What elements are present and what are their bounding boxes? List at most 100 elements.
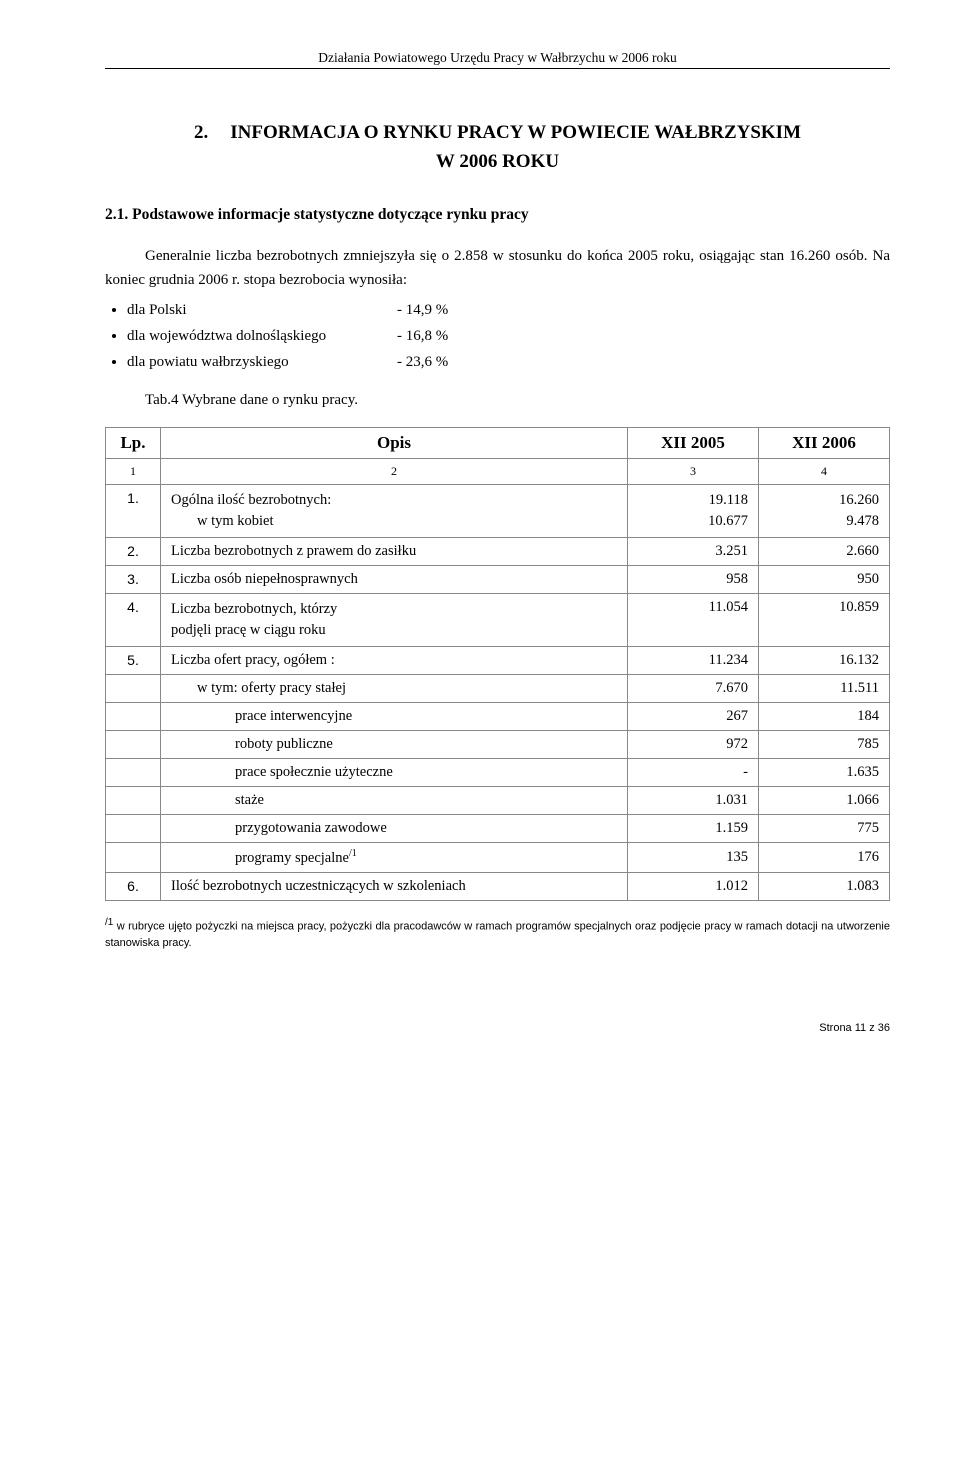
cell-text: Liczba bezrobotnych, którzy bbox=[171, 599, 617, 620]
cell-text: staże bbox=[171, 792, 617, 809]
cell-value: 785 bbox=[759, 731, 890, 759]
cell-text: 16.260 bbox=[769, 490, 879, 511]
cell-value: 267 bbox=[628, 703, 759, 731]
cell-text: prace interwencyjne bbox=[171, 708, 617, 725]
table-row: staże 1.031 1.066 bbox=[106, 787, 890, 815]
th-opis: Opis bbox=[161, 428, 628, 459]
cell-text: podjęli pracę w ciągu roku bbox=[171, 620, 617, 641]
stat-label: dla województwa dolnośląskiego bbox=[127, 324, 397, 348]
data-table: Lp. Opis XII 2005 XII 2006 1 2 3 4 1. Og… bbox=[105, 427, 890, 901]
cell-lp bbox=[106, 675, 161, 703]
cell-text: Ogólna ilość bezrobotnych: bbox=[171, 490, 617, 511]
cell-value: 1.012 bbox=[628, 872, 759, 900]
cell-value: 1.031 bbox=[628, 787, 759, 815]
stat-value: - 14,9 % bbox=[397, 298, 448, 322]
cell-lp: 6. bbox=[106, 872, 161, 900]
cell-desc: staże bbox=[161, 787, 628, 815]
stat-label: dla powiatu wałbrzyskiego bbox=[127, 350, 397, 374]
cell-value: 1.159 bbox=[628, 815, 759, 843]
cell-value: 10.859 bbox=[759, 594, 890, 647]
table-row: 3. Liczba osób niepełnosprawnych 958 950 bbox=[106, 566, 890, 594]
cell-value: 16.132 bbox=[759, 647, 890, 675]
cell-value: 11.511 bbox=[759, 675, 890, 703]
stat-value: - 23,6 % bbox=[397, 350, 448, 374]
table-row: roboty publiczne 972 785 bbox=[106, 731, 890, 759]
cell-lp bbox=[106, 787, 161, 815]
cell-value: 775 bbox=[759, 815, 890, 843]
cell-value: 1.635 bbox=[759, 759, 890, 787]
cell-lp: 5. bbox=[106, 647, 161, 675]
section-title-line1: INFORMACJA O RYNKU PRACY W POWIECIE WAŁB… bbox=[230, 122, 801, 143]
table-row: 6. Ilość bezrobotnych uczestniczących w … bbox=[106, 872, 890, 900]
cell-lp: 2. bbox=[106, 538, 161, 566]
intro-paragraph: Generalnie liczba bezrobotnych zmniejszy… bbox=[105, 244, 890, 292]
table-row: programy specjalne/1 135 176 bbox=[106, 843, 890, 873]
page-footer: Strona 11 z 36 bbox=[105, 1022, 890, 1034]
cell-text: programy specjalne bbox=[235, 850, 349, 866]
table-row: 5. Liczba ofert pracy, ogółem : 11.234 1… bbox=[106, 647, 890, 675]
cell-lp: 1. bbox=[106, 485, 161, 538]
cell-value: 7.670 bbox=[628, 675, 759, 703]
cell-desc: programy specjalne/1 bbox=[161, 843, 628, 873]
cell-lp bbox=[106, 731, 161, 759]
cell-text: prace społecznie użyteczne bbox=[171, 764, 617, 781]
cell-lp: 3. bbox=[106, 566, 161, 594]
cell-value: 135 bbox=[628, 843, 759, 873]
table-row: przygotowania zawodowe 1.159 775 bbox=[106, 815, 890, 843]
table-row: 2. Liczba bezrobotnych z prawem do zasił… bbox=[106, 538, 890, 566]
cell-desc: Liczba bezrobotnych z prawem do zasiłku bbox=[161, 538, 628, 566]
superscript: /1 bbox=[349, 848, 357, 859]
stat-item: dla województwa dolnośląskiego- 16,8 % bbox=[127, 324, 890, 348]
cell-desc: Ogólna ilość bezrobotnych: w tym kobiet bbox=[161, 485, 628, 538]
table-row: w tym: oferty pracy stałej 7.670 11.511 bbox=[106, 675, 890, 703]
footnote: /1 w rubryce ujęto pożyczki na miejsca p… bbox=[105, 915, 890, 952]
cell-text: 10.677 bbox=[638, 511, 748, 532]
cell-desc: prace interwencyjne bbox=[161, 703, 628, 731]
cell-value: 1.083 bbox=[759, 872, 890, 900]
cell-value: 184 bbox=[759, 703, 890, 731]
cell-lp bbox=[106, 815, 161, 843]
cell-value: - bbox=[628, 759, 759, 787]
table-caption: Tab.4 Wybrane dane o rynku pracy. bbox=[145, 392, 890, 409]
cell-desc: Ilość bezrobotnych uczestniczących w szk… bbox=[161, 872, 628, 900]
cell-text: 9.478 bbox=[769, 511, 879, 532]
stat-label: dla Polski bbox=[127, 298, 397, 322]
table-row: prace społecznie użyteczne - 1.635 bbox=[106, 759, 890, 787]
cell-text: 19.118 bbox=[638, 490, 748, 511]
subhead-cell: 1 bbox=[106, 459, 161, 485]
cell-lp: 4. bbox=[106, 594, 161, 647]
table-row: 4. Liczba bezrobotnych, którzy podjęli p… bbox=[106, 594, 890, 647]
cell-text: przygotowania zawodowe bbox=[171, 820, 617, 837]
cell-text: w tym kobiet bbox=[171, 511, 617, 532]
page-header: Działania Powiatowego Urzędu Pracy w Wał… bbox=[105, 50, 890, 69]
cell-desc: Liczba osób niepełnosprawnych bbox=[161, 566, 628, 594]
cell-desc: Liczba bezrobotnych, którzy podjęli prac… bbox=[161, 594, 628, 647]
cell-value: 3.251 bbox=[628, 538, 759, 566]
cell-desc: Liczba ofert pracy, ogółem : bbox=[161, 647, 628, 675]
section-title: 2. INFORMACJA O RYNKU PRACY W POWIECIE WA… bbox=[105, 119, 890, 176]
stat-list: dla Polski- 14,9 % dla województwa dolno… bbox=[105, 298, 890, 374]
cell-lp bbox=[106, 703, 161, 731]
cell-value: 11.054 bbox=[628, 594, 759, 647]
th-col1: XII 2005 bbox=[628, 428, 759, 459]
cell-value: 950 bbox=[759, 566, 890, 594]
stat-item: dla powiatu wałbrzyskiego- 23,6 % bbox=[127, 350, 890, 374]
cell-value: 19.118 10.677 bbox=[628, 485, 759, 538]
cell-text: w tym: oferty pracy stałej bbox=[171, 680, 617, 697]
stat-item: dla Polski- 14,9 % bbox=[127, 298, 890, 322]
section-number: 2. bbox=[194, 122, 208, 143]
subhead-cell: 2 bbox=[161, 459, 628, 485]
section-title-line2: W 2006 ROKU bbox=[436, 151, 559, 172]
footnote-text: w rubryce ujęto pożyczki na miejsca prac… bbox=[105, 921, 890, 950]
cell-value: 16.260 9.478 bbox=[759, 485, 890, 538]
stat-value: - 16,8 % bbox=[397, 324, 448, 348]
cell-desc: w tym: oferty pracy stałej bbox=[161, 675, 628, 703]
cell-text: roboty publiczne bbox=[171, 736, 617, 753]
cell-value: 11.234 bbox=[628, 647, 759, 675]
cell-desc: prace społecznie użyteczne bbox=[161, 759, 628, 787]
cell-desc: roboty publiczne bbox=[161, 731, 628, 759]
cell-value: 972 bbox=[628, 731, 759, 759]
table-header-row: Lp. Opis XII 2005 XII 2006 bbox=[106, 428, 890, 459]
table-subheader-row: 1 2 3 4 bbox=[106, 459, 890, 485]
cell-value: 2.660 bbox=[759, 538, 890, 566]
